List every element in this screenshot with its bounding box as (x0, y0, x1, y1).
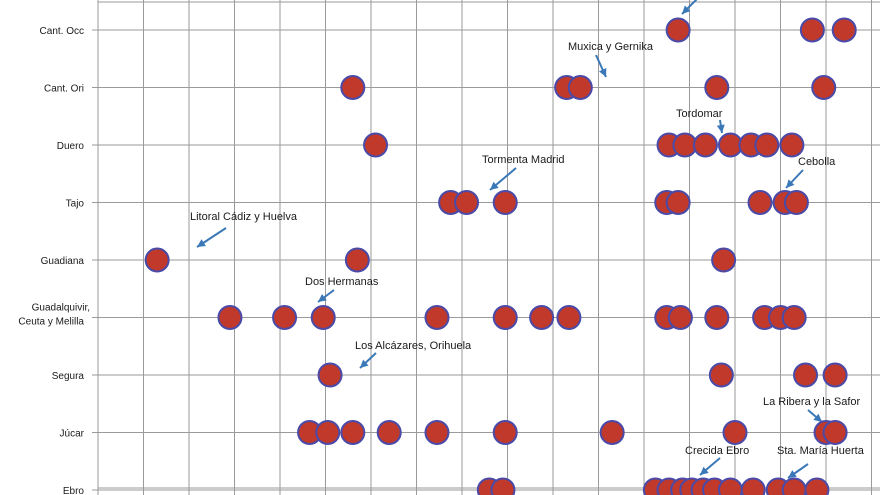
data-point (567, 75, 593, 100)
category-label: Duero (57, 141, 85, 152)
data-point (793, 362, 819, 388)
data-point (708, 362, 734, 388)
annotation-arrows (196, 0, 823, 479)
annotation-arrowhead (318, 294, 327, 302)
data-point (822, 420, 848, 445)
annotation-arrowhead (360, 359, 369, 368)
annotation-label: Crecida Ebro (685, 445, 749, 457)
data-point (310, 305, 336, 330)
data-point (424, 305, 450, 330)
annotation-arrowhead (786, 179, 795, 188)
data-point (492, 190, 518, 215)
data-point (831, 17, 857, 43)
annotation-label: Litoral Cádiz y Huelva (190, 211, 298, 223)
annotation-arrowhead (813, 413, 822, 422)
data-point (704, 305, 730, 330)
data-point (704, 75, 730, 100)
data-point (747, 190, 773, 215)
annotation-arrowhead (788, 470, 797, 478)
data-point (722, 420, 748, 445)
category-labels: Cant. Occ Cant. Ori Duero Tajo Guadiana Guada… (18, 26, 90, 495)
data-point (490, 477, 516, 495)
annotation-label: Sta. María Huerta (777, 445, 865, 457)
data-point (740, 477, 766, 495)
data-point (363, 132, 389, 158)
category-label: Tajo (66, 199, 85, 210)
chart-grid (92, 0, 880, 495)
data-point (340, 420, 366, 445)
category-label: Ebro (63, 486, 85, 495)
data-point (599, 420, 625, 445)
data-point (665, 17, 691, 43)
annotation-label: Los Alcázares, Orihuela (355, 340, 472, 352)
data-point (711, 247, 737, 273)
annotation-arrowhead (599, 68, 607, 77)
data-point (492, 420, 518, 445)
data-point (217, 305, 243, 330)
annotation-label: La Ribera y la Safor (763, 396, 861, 408)
data-point (344, 247, 370, 273)
data-point (315, 420, 341, 445)
category-label: Segura (52, 371, 85, 382)
data-point (376, 420, 402, 445)
data-point (492, 305, 518, 330)
annotation-arrowhead (490, 181, 499, 190)
data-point (424, 420, 450, 445)
data-point (556, 305, 582, 330)
category-label: Cant. Ori (44, 84, 84, 95)
annotation-arrowhead (716, 124, 725, 133)
data-point (779, 132, 805, 158)
category-label: Guadiana (41, 256, 85, 267)
annotation-label: Muxica y Gernika (568, 41, 654, 53)
category-label: Cant. Occ (40, 26, 84, 37)
data-point (717, 477, 743, 495)
data-point (340, 75, 366, 100)
data-point (272, 305, 298, 330)
category-label: Guadalquivir, Ceuta y Melilla (18, 303, 90, 328)
data-point (804, 477, 830, 495)
data-point (692, 132, 718, 158)
annotation-label: Dos Hermanas (305, 276, 379, 288)
annotation-label: Cebolla (798, 156, 836, 168)
annotation-arrowhead (700, 466, 709, 475)
data-point (454, 190, 480, 215)
data-point (783, 190, 809, 215)
data-point (822, 362, 848, 388)
annotation-label: Tordomar (676, 108, 723, 120)
category-label: Júcar (60, 429, 85, 440)
data-point (754, 132, 780, 158)
data-point (144, 247, 170, 273)
data-point (781, 477, 807, 495)
data-point (781, 305, 807, 330)
data-point (799, 17, 825, 43)
data-points (144, 17, 857, 495)
data-point (811, 75, 837, 100)
data-point (317, 362, 343, 388)
annotation-arrowhead (197, 239, 206, 247)
data-point (667, 305, 693, 330)
data-point (665, 190, 691, 215)
annotations: Muxica y Gernika Tordomar Tormenta Madrid C… (190, 41, 865, 457)
annotation-arrowhead (682, 5, 691, 14)
annotation-label: Tormenta Madrid (482, 154, 565, 166)
data-point (529, 305, 555, 330)
